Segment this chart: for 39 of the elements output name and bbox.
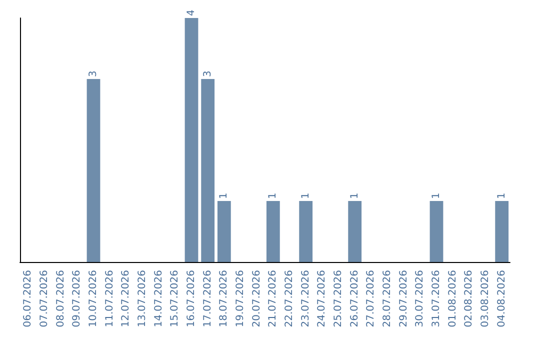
x-tick-label: 23.07.2026 [300, 270, 312, 328]
x-tick-label: 07.07.2026 [39, 270, 50, 328]
x-tick-label: 28.07.2026 [382, 270, 393, 328]
data-label: 1 [431, 192, 442, 199]
data-label: 1 [496, 192, 508, 199]
data-label: 1 [218, 192, 230, 199]
x-tick-label: 25.07.2026 [333, 270, 344, 328]
data-label: 1 [300, 192, 312, 199]
x-tick-label: 21.07.2026 [268, 270, 279, 328]
x-tick-label: 22.07.2026 [284, 270, 295, 328]
x-tick-label: 14.07.2026 [153, 270, 164, 328]
x-tick-label: 01.08.2026 [447, 270, 458, 328]
x-tick-label: 12.07.2026 [120, 270, 132, 328]
x-tick-label: 26.07.2026 [349, 270, 360, 328]
data-label: 4 [186, 10, 197, 16]
x-tick-label: 09.07.2026 [72, 270, 83, 328]
x-tick-label: 29.07.2026 [398, 270, 410, 328]
data-label: 1 [349, 192, 360, 199]
x-tick-label: 27.07.2026 [366, 270, 377, 328]
data-label: 3 [88, 70, 99, 77]
x-tick-label: 20.07.2026 [251, 270, 262, 328]
x-tick-label: 17.07.2026 [202, 270, 214, 328]
data-label: 3 [202, 70, 214, 77]
x-tick-label: 11.07.2026 [104, 270, 116, 328]
x-tick-label: 02.08.2026 [464, 270, 475, 328]
x-tick-label: 19.07.2026 [235, 270, 246, 328]
x-tick-label: 08.07.2026 [55, 270, 66, 328]
x-tick-label: 15.07.2026 [170, 270, 181, 328]
x-tick-label: 10.07.2026 [88, 270, 99, 328]
x-tick-label: 31.07.2026 [431, 270, 442, 328]
x-tick-label: 16.07.2026 [186, 270, 197, 328]
x-tick-label: 24.07.2026 [316, 270, 328, 328]
x-tick-label: 30.07.2026 [414, 270, 426, 328]
x-tick-label: 18.07.2026 [218, 270, 230, 328]
x-tick-label: 13.07.2026 [137, 270, 148, 328]
x-tick-label: 06.07.2026 [22, 270, 34, 328]
x-tick-label: 04.08.2026 [496, 270, 508, 328]
data-label: 1 [268, 192, 279, 199]
x-tick-label: 03.08.2026 [480, 270, 491, 328]
